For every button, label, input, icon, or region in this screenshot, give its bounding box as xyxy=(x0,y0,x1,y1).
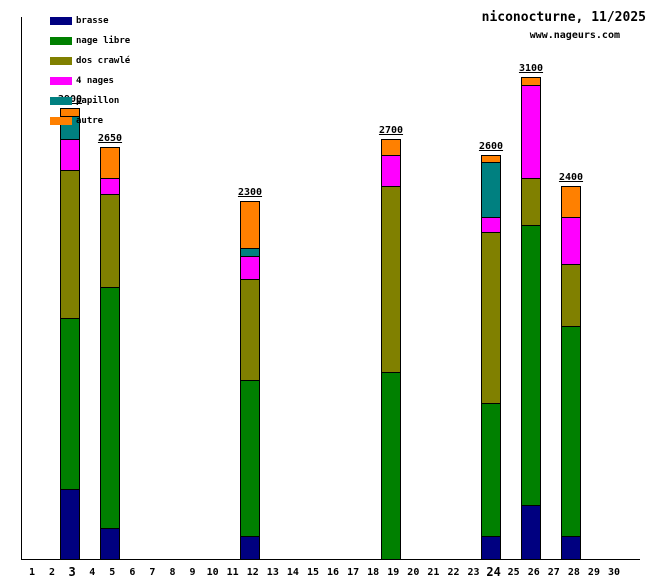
bar-day-26-total-label[interactable]: 3100 xyxy=(518,63,544,74)
legend-swatch-dos_crawle xyxy=(50,57,72,65)
x-tick-11: 11 xyxy=(226,567,239,578)
bar-day-26-segment-autre[interactable] xyxy=(521,77,541,86)
bar-day-28-segment-nage_libre[interactable] xyxy=(561,326,581,537)
y-axis-line xyxy=(21,17,22,559)
x-tick-21: 21 xyxy=(427,567,440,578)
bar-day-12-segment-autre[interactable] xyxy=(240,201,260,249)
legend-label-nage_libre: nage libre xyxy=(76,36,131,46)
bar-day-3-segment-nage_libre[interactable] xyxy=(60,318,80,490)
x-tick-10: 10 xyxy=(206,567,219,578)
page-title: niconocturne, 11/2025 xyxy=(481,10,646,25)
bar-day-12-segment-quatre_nages[interactable] xyxy=(240,256,260,280)
x-tick-15: 15 xyxy=(306,567,319,578)
bar-day-28-segment-autre[interactable] xyxy=(561,186,581,218)
legend-label-dos_crawle: dos crawlé xyxy=(76,56,131,66)
legend-swatch-papillon xyxy=(50,97,72,105)
x-tick-14: 14 xyxy=(286,567,299,578)
bar-day-5-segment-quatre_nages[interactable] xyxy=(100,178,120,195)
bar-day-19-segment-autre[interactable] xyxy=(381,139,401,156)
bar-day-28-segment-brasse[interactable] xyxy=(561,536,581,560)
legend-label-brasse: brasse xyxy=(76,16,109,26)
x-tick-25: 25 xyxy=(507,567,520,578)
bar-day-28-total-label[interactable]: 2400 xyxy=(558,172,584,183)
x-tick-27: 27 xyxy=(547,567,560,578)
x-tick-29: 29 xyxy=(587,567,600,578)
x-axis-line xyxy=(21,559,640,560)
bar-day-3-segment-autre[interactable] xyxy=(60,108,80,117)
bar-day-12-segment-brasse[interactable] xyxy=(240,536,260,560)
bar-day-26-segment-quatre_nages[interactable] xyxy=(521,85,541,179)
legend-label-papillon: papillon xyxy=(76,96,120,106)
bar-day-19-segment-nage_libre[interactable] xyxy=(381,372,401,560)
x-tick-3: 3 xyxy=(68,565,76,579)
legend-label-autre: autre xyxy=(76,116,104,126)
bar-day-5-total-label[interactable]: 2650 xyxy=(97,133,123,144)
bar-day-24-segment-nage_libre[interactable] xyxy=(481,403,501,537)
x-tick-13: 13 xyxy=(266,567,279,578)
bar-day-5-segment-autre[interactable] xyxy=(100,147,120,179)
bar-day-24-segment-autre[interactable] xyxy=(481,155,501,163)
bar-day-5-segment-brasse[interactable] xyxy=(100,528,120,560)
x-tick-30: 30 xyxy=(607,567,621,578)
bar-day-3-segment-brasse[interactable] xyxy=(60,489,80,560)
x-tick-9: 9 xyxy=(189,567,196,578)
bar-day-28-segment-quatre_nages[interactable] xyxy=(561,217,581,265)
bar-day-24-segment-quatre_nages[interactable] xyxy=(481,217,501,233)
x-tick-18: 18 xyxy=(367,567,380,578)
x-tick-1: 1 xyxy=(28,567,36,578)
bar-day-19-segment-quatre_nages[interactable] xyxy=(381,155,401,187)
bar-day-26-segment-nage_libre[interactable] xyxy=(521,225,541,506)
legend-swatch-brasse xyxy=(50,17,72,25)
bar-day-12-segment-nage_libre[interactable] xyxy=(240,380,260,537)
bar-day-19-segment-dos_crawle[interactable] xyxy=(381,186,401,373)
bar-day-12-segment-dos_crawle[interactable] xyxy=(240,279,260,381)
x-tick-20: 20 xyxy=(407,567,420,578)
x-tick-6: 6 xyxy=(129,567,136,578)
bar-day-3-segment-quatre_nages[interactable] xyxy=(60,139,80,171)
legend-swatch-nage_libre xyxy=(50,37,72,45)
x-tick-7: 7 xyxy=(149,567,156,578)
x-tick-12: 12 xyxy=(246,567,259,578)
x-tick-5: 5 xyxy=(109,567,116,578)
legend-label-quatre_nages: 4 nages xyxy=(76,76,114,86)
legend-swatch-autre xyxy=(50,117,72,125)
x-tick-24: 24 xyxy=(486,565,501,579)
x-tick-16: 16 xyxy=(327,567,340,578)
x-tick-2: 2 xyxy=(49,567,56,578)
bar-day-5-segment-nage_libre[interactable] xyxy=(100,287,120,529)
x-tick-17: 17 xyxy=(347,567,360,578)
x-tick-19: 19 xyxy=(387,567,400,578)
x-tick-28: 28 xyxy=(567,567,580,578)
bar-day-26-segment-brasse[interactable] xyxy=(521,505,541,560)
bar-day-28-segment-dos_crawle[interactable] xyxy=(561,264,581,327)
site-link[interactable]: www.nageurs.com xyxy=(529,30,620,41)
bar-day-12-segment-papillon[interactable] xyxy=(240,248,260,257)
bar-day-24-segment-papillon[interactable] xyxy=(481,162,501,218)
x-tick-23: 23 xyxy=(467,567,480,578)
x-tick-26: 26 xyxy=(527,567,540,578)
bar-day-3-segment-dos_crawle[interactable] xyxy=(60,170,80,319)
legend-swatch-quatre_nages xyxy=(50,77,72,85)
x-tick-4: 4 xyxy=(89,567,96,578)
bar-day-26-segment-dos_crawle[interactable] xyxy=(521,178,541,226)
x-tick-8: 8 xyxy=(169,567,176,578)
bar-day-24-segment-dos_crawle[interactable] xyxy=(481,232,501,404)
bar-day-24-total-label[interactable]: 2600 xyxy=(478,141,504,152)
bar-day-5-segment-dos_crawle[interactable] xyxy=(100,194,120,288)
bar-day-24-segment-brasse[interactable] xyxy=(481,536,501,560)
x-tick-22: 22 xyxy=(447,567,460,578)
bar-day-12-total-label[interactable]: 2300 xyxy=(237,187,263,198)
bar-day-19-total-label[interactable]: 2700 xyxy=(378,125,404,136)
